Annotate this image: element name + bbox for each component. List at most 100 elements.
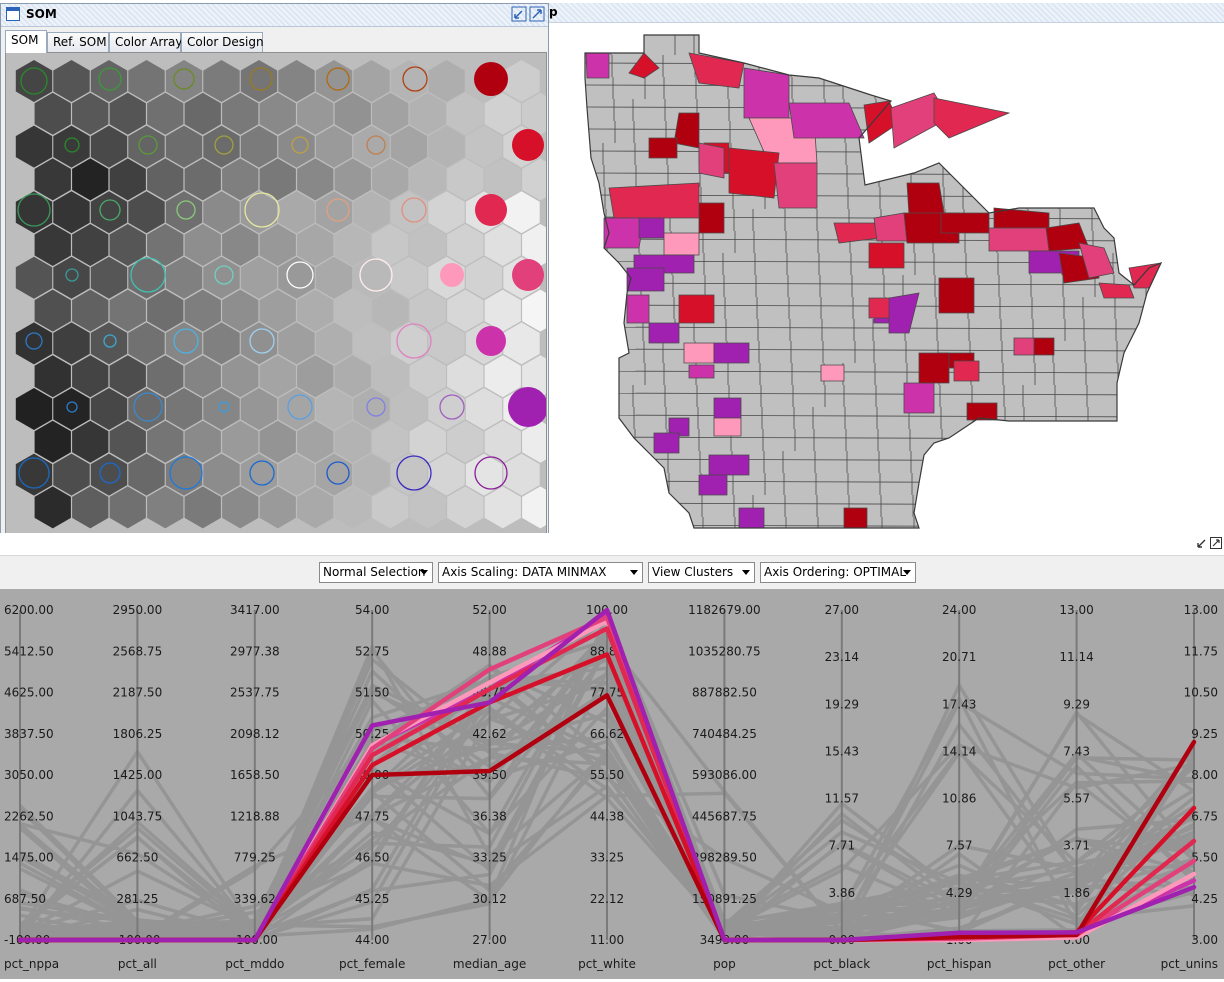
county-highlighted[interactable] (626, 294, 650, 324)
som-hexagon[interactable] (72, 355, 109, 398)
som-hexagon[interactable] (34, 420, 71, 463)
som-hexagon[interactable] (447, 92, 484, 135)
tab-color-array[interactable]: Color Array (109, 32, 182, 52)
som-hexagon[interactable] (128, 125, 165, 168)
som-hexagon[interactable] (372, 355, 409, 398)
pcp-axis-name[interactable]: pct_female (339, 957, 405, 971)
som-hexagon[interactable] (222, 92, 259, 135)
county-highlighted[interactable] (698, 142, 725, 179)
som-node-marker[interactable] (326, 67, 350, 91)
som-hexagon[interactable] (34, 289, 71, 332)
som-hexagon[interactable] (297, 486, 334, 529)
som-hexagon[interactable] (315, 453, 353, 496)
som-hexagon[interactable] (184, 224, 221, 266)
som-hexagon[interactable] (353, 322, 390, 365)
som-node-marker[interactable] (359, 258, 393, 292)
som-node-marker[interactable] (66, 401, 78, 413)
som-hexagon[interactable] (297, 92, 334, 135)
som-hexagon[interactable] (278, 191, 315, 234)
som-node-marker[interactable] (249, 67, 273, 91)
som-hexagon[interactable] (184, 420, 221, 463)
pcp-axis-name[interactable]: pct_unins (1161, 957, 1218, 971)
som-hexagon[interactable] (109, 158, 146, 201)
som-hexagon[interactable] (428, 322, 465, 365)
som-hexagon[interactable] (372, 224, 409, 266)
county-highlighted[interactable] (820, 364, 845, 382)
som-node-marker[interactable] (512, 259, 544, 291)
som-hexagon[interactable] (484, 158, 521, 201)
som-node-marker[interactable] (396, 323, 432, 359)
county-highlighted[interactable] (738, 507, 765, 529)
som-node-marker[interactable] (103, 334, 117, 348)
view-mode-select[interactable]: View Clusters (648, 562, 755, 583)
som-hexagon[interactable] (390, 60, 428, 102)
pcp-axis-name[interactable]: pct_mddo (225, 957, 284, 971)
som-hexagon[interactable] (184, 355, 221, 398)
county-highlighted[interactable] (918, 352, 950, 384)
som-hexagon[interactable] (165, 60, 203, 102)
county-highlighted[interactable] (713, 417, 742, 437)
som-hexagon[interactable] (447, 420, 484, 463)
som-hexagon[interactable] (222, 486, 259, 529)
som-hexagon[interactable] (90, 256, 128, 299)
som-hexagon[interactable] (503, 322, 540, 365)
som-node-marker[interactable] (130, 257, 166, 293)
som-hexagon[interactable] (90, 322, 128, 365)
som-node-marker[interactable] (366, 135, 386, 155)
som-hexagon[interactable] (259, 289, 296, 332)
pcp-axis-name[interactable]: pct_other (1048, 957, 1105, 971)
som-hexagon[interactable] (240, 256, 278, 299)
som-hexagon[interactable] (315, 388, 353, 430)
som-hexagon[interactable] (147, 486, 184, 529)
som-hexagon[interactable] (184, 92, 221, 135)
pcp-axis-name[interactable]: pct_hispan (927, 957, 992, 971)
som-node-marker[interactable] (218, 401, 230, 413)
som-hexagon[interactable] (90, 388, 128, 430)
som-node-marker[interactable] (512, 129, 544, 161)
som-node-marker[interactable] (99, 462, 121, 484)
som-hexagon[interactable] (15, 256, 53, 299)
som-hexagon[interactable] (334, 486, 371, 529)
som-node-marker[interactable] (214, 265, 234, 285)
county-highlighted[interactable] (728, 147, 780, 199)
axis-scaling-select[interactable]: Axis Scaling: DATA MINMAX (438, 562, 643, 583)
som-hexagon[interactable] (390, 256, 428, 299)
som-hexagon[interactable] (222, 158, 259, 201)
som-node-marker[interactable] (176, 200, 196, 220)
som-hexagon[interactable] (147, 289, 184, 332)
som-hexagon[interactable] (72, 289, 109, 332)
som-hexagon[interactable] (90, 191, 128, 234)
som-hexagon[interactable] (428, 60, 465, 102)
county-highlighted[interactable] (698, 202, 725, 234)
som-hexagon[interactable] (165, 388, 203, 430)
som-hexagon[interactable] (315, 322, 353, 365)
som-node-marker[interactable] (64, 137, 80, 153)
county-highlighted[interactable] (988, 227, 1050, 252)
som-hexagon[interactable] (522, 158, 546, 201)
som-node-marker[interactable] (291, 136, 309, 154)
som-hexagon[interactable] (334, 224, 371, 266)
som-node-marker[interactable] (287, 394, 313, 420)
som-hexagon[interactable] (353, 388, 390, 430)
som-hexagon[interactable] (203, 256, 240, 299)
som-hexagon[interactable] (447, 289, 484, 332)
pcp-svg[interactable]: 6200.00 5412.50 4625.00 3837.50 3050.00 2262.… (0, 589, 1224, 979)
som-hexagon[interactable] (297, 355, 334, 398)
som-hexagon[interactable] (428, 125, 465, 168)
som-hexagon[interactable] (278, 322, 315, 365)
selection-mode-select[interactable]: Normal Selection (319, 562, 433, 583)
som-node-marker[interactable] (249, 328, 275, 354)
som-hexagon[interactable] (484, 92, 521, 135)
som-hexagon[interactable] (72, 420, 109, 463)
county-highlighted[interactable] (668, 417, 690, 437)
county-highlighted[interactable] (1033, 337, 1055, 356)
som-hexagon[interactable] (297, 289, 334, 332)
som-node-marker[interactable] (401, 197, 427, 223)
som-hexagon[interactable] (372, 486, 409, 529)
som-node-marker[interactable] (249, 460, 275, 486)
county-highlighted[interactable] (940, 212, 990, 234)
som-hexagon[interactable] (409, 355, 446, 398)
som-node-marker[interactable] (440, 263, 464, 287)
som-hexagon[interactable] (240, 388, 278, 430)
maximize-icon[interactable] (1210, 536, 1222, 550)
